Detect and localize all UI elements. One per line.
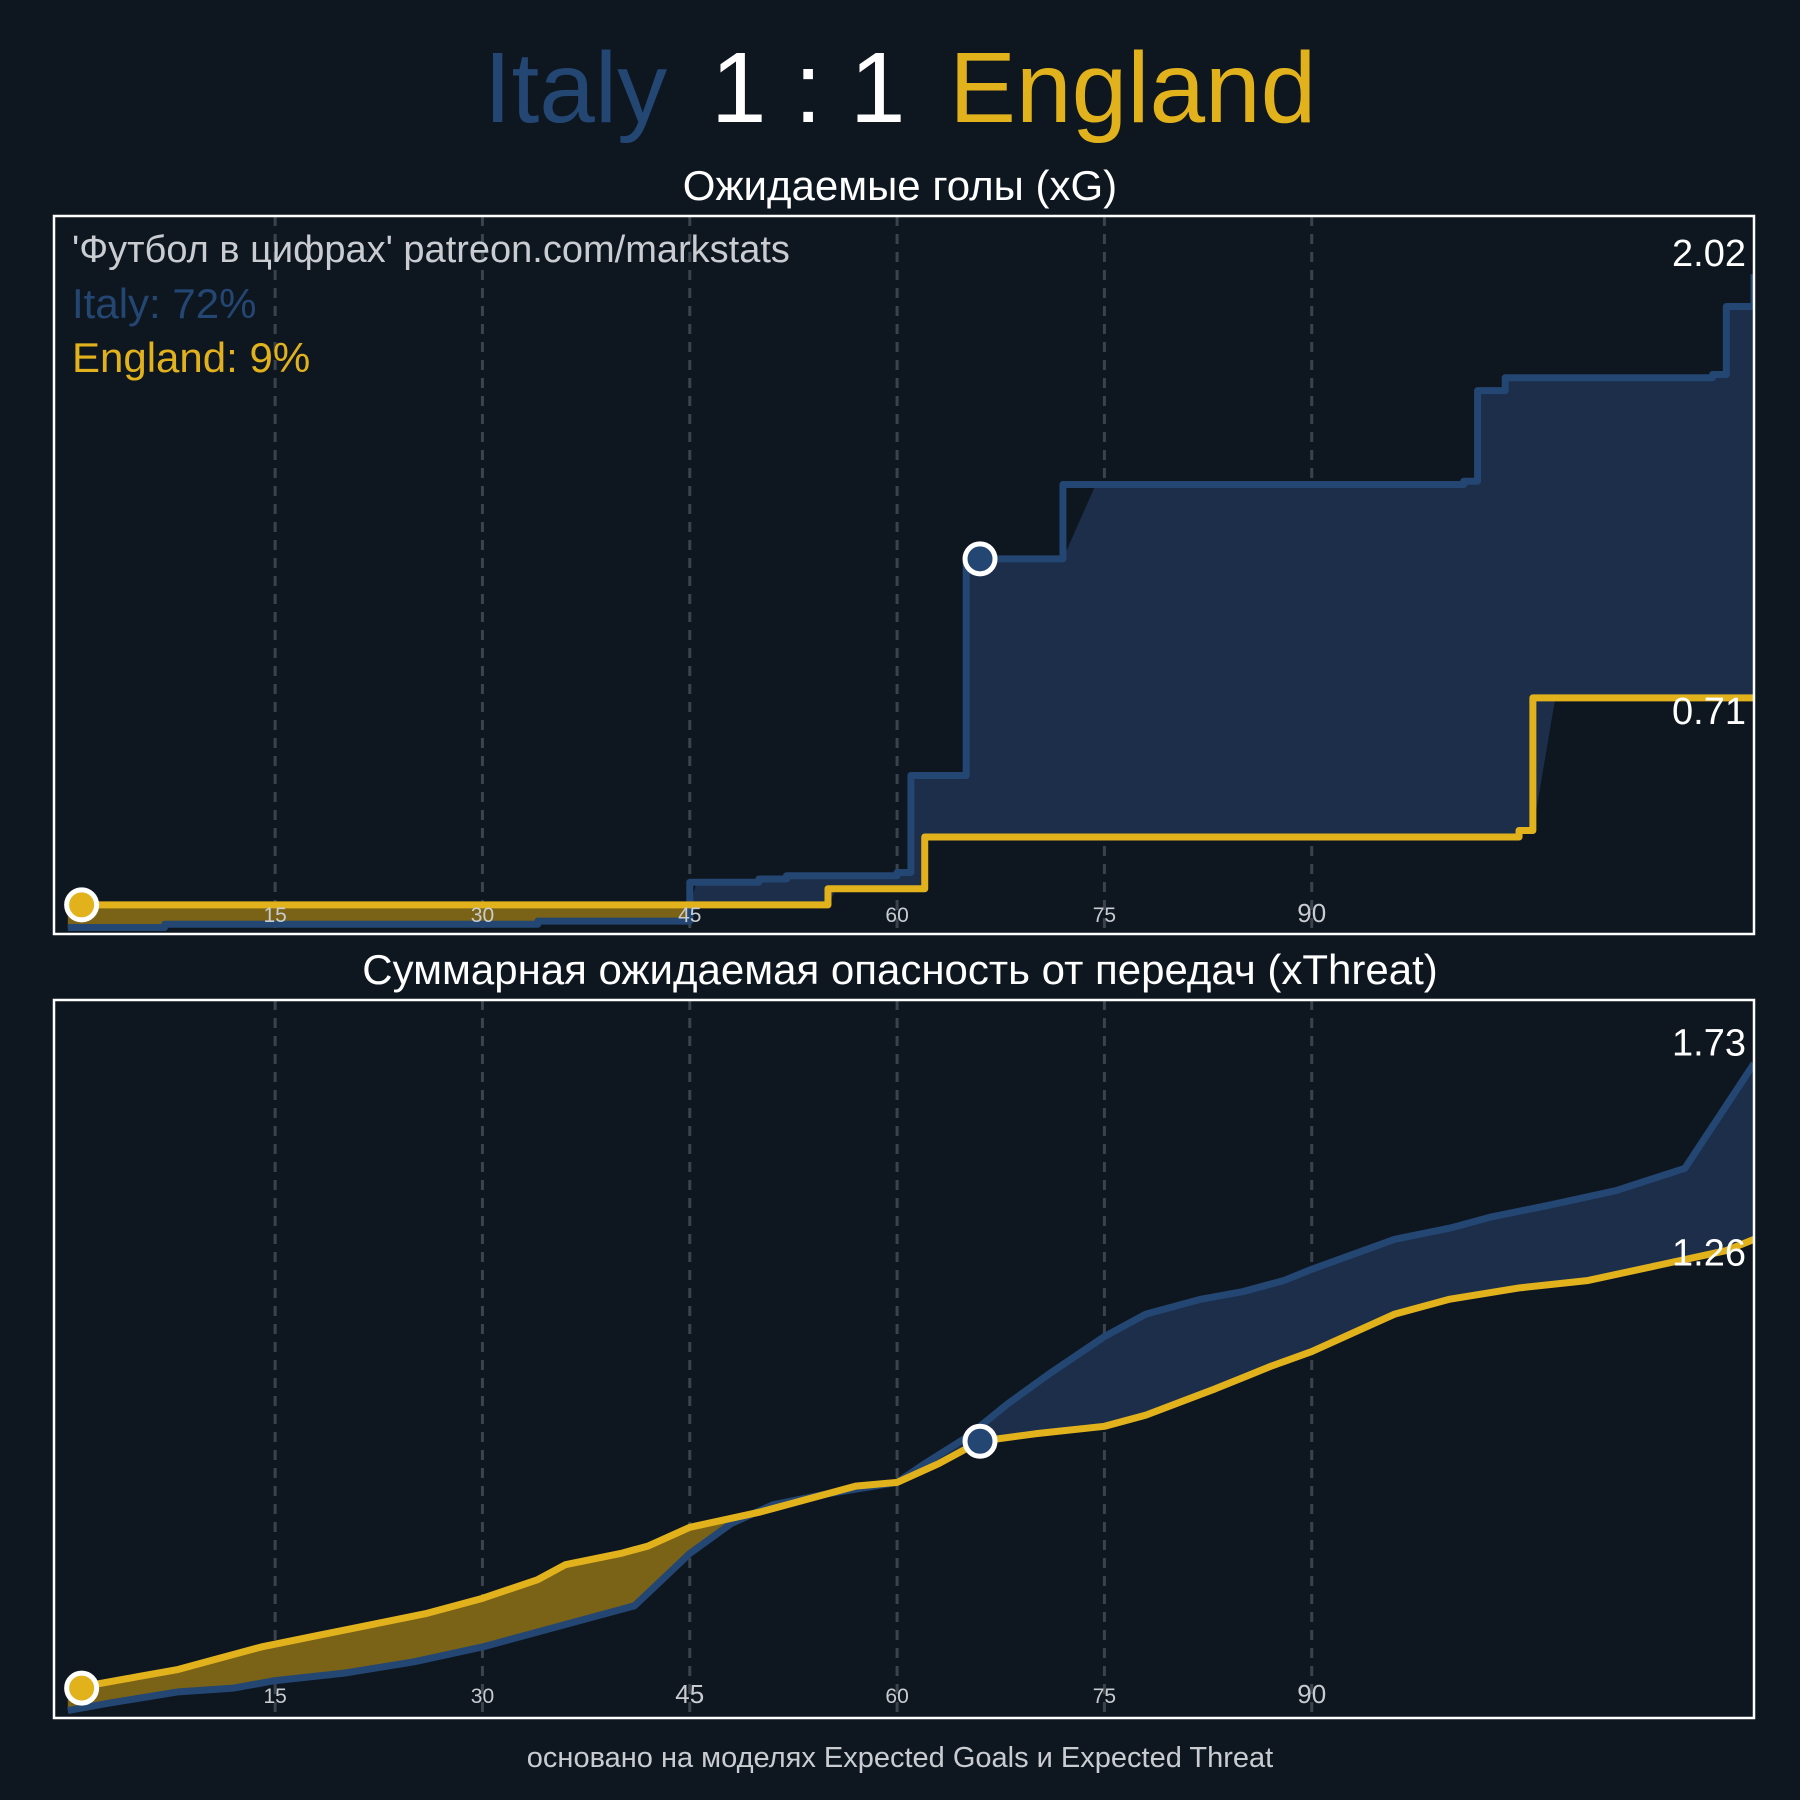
italy-end-value-label: 2.02 [1672,233,1746,275]
x-tick-label: 90 [1297,898,1326,928]
x-tick-label: 45 [675,1679,704,1709]
england-goal-marker [64,1670,100,1706]
italy-series-line [67,1061,1754,1714]
england-end-value-label: 0.71 [1672,691,1746,733]
italy-goal-marker [962,541,998,577]
xg-chart-title: Ожидаемые голы (xG) [682,162,1118,209]
footer-note: основано на моделях Expected Goals и Exp… [526,1742,1274,1774]
legend-entry: England: 9% [72,334,310,381]
match-headline: Italy 1 : 1 England [0,28,1800,148]
away-team-name: England [949,32,1317,144]
legend-entry: Italy: 72% [72,280,256,327]
italy-series-line [67,274,1754,932]
x-tick-label: 75 [1093,904,1116,927]
xt-chart: 15 30 45 60 75 90 1.73 1.26 [52,998,1756,1720]
x-tick-label: 75 [1093,1685,1116,1708]
xt-chart-title: Суммарная ожидаемая опасность от передач… [362,946,1438,993]
x-tick-label: 15 [263,1685,286,1708]
england-series-line [67,1236,1754,1692]
italy-goal-marker [962,1423,998,1459]
home-team-name: Italy [483,32,668,144]
england-end-value-label: 1.26 [1672,1232,1746,1274]
plot-frame [52,998,1756,1720]
italy-advantage-area [891,1063,1754,1484]
italy-advantage-area [689,306,1754,922]
x-tick-label: 15 [263,904,286,927]
xg-chart: 15 30 45 60 75 90 2.02 0.71 'Футбол в цифрах' pa… [52,214,1756,936]
x-tick-label: 60 [885,1685,908,1708]
x-tick-label: 90 [1297,1679,1326,1709]
x-tick-label: 45 [678,904,701,927]
england-series-line [67,694,1754,909]
italy-end-value-label: 1.73 [1672,1023,1746,1065]
plot-frame [52,214,1756,936]
match-score: 1 : 1 [710,32,906,144]
x-tick-label: 60 [885,904,908,927]
x-tick-label: 30 [471,1685,494,1708]
x-tick-label: 30 [471,904,494,927]
watermark-text: 'Футбол в цифрах' patreon.com/markstats [72,229,790,271]
england-goal-marker [64,887,100,923]
